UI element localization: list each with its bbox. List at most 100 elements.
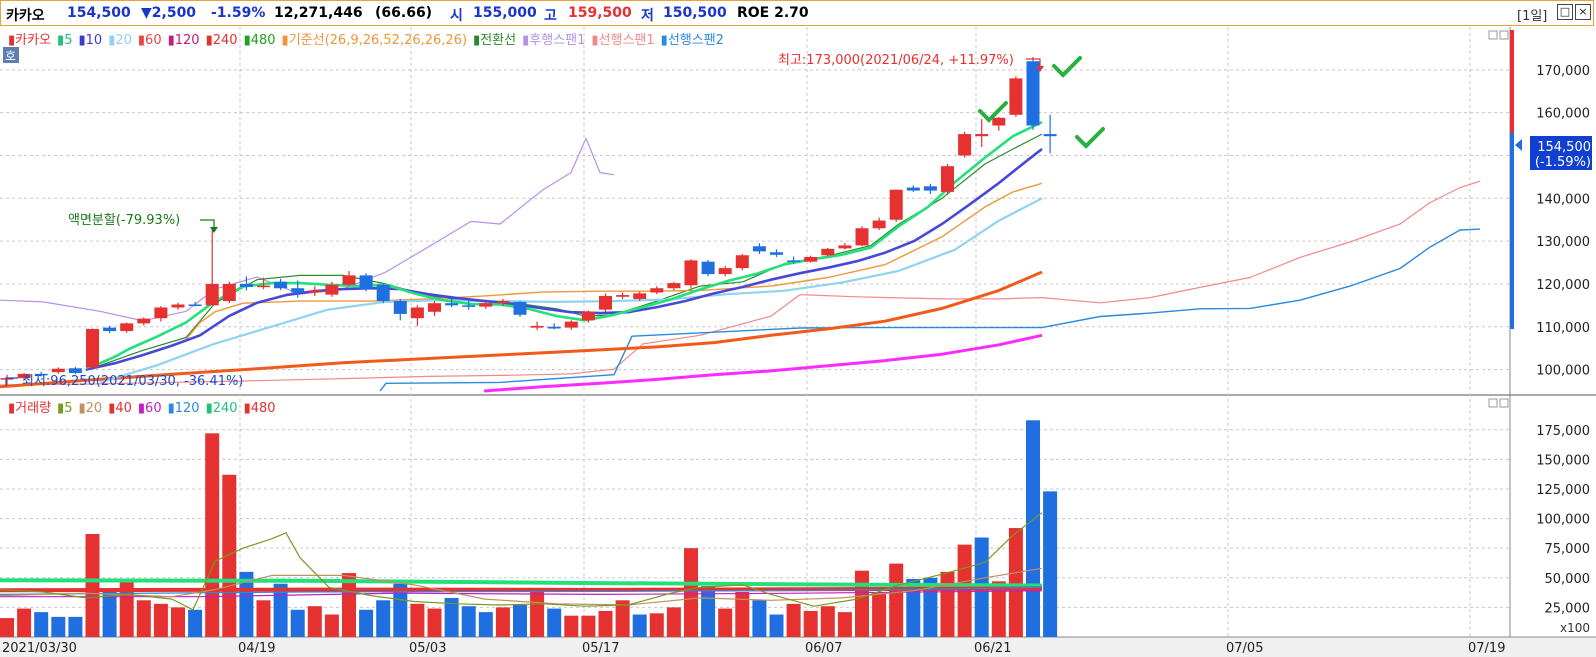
candle-body [342,275,356,285]
legend-marker: ▮ [282,33,289,48]
volume-bar [376,600,391,637]
candle-body [855,228,869,246]
volume-bar [85,533,100,637]
open-price: 155,000 [473,5,537,21]
legend-marker: ▮ [57,33,64,48]
panel-minimize-icon[interactable] [1488,398,1498,408]
candle-body [239,283,253,287]
split-annotation-pointer [200,219,215,230]
volume-bar [171,607,185,637]
candle-body [581,311,595,321]
volume-bar [273,583,288,637]
volume-bar [290,609,305,637]
candle-body [821,248,835,256]
volume-bar [752,600,767,637]
window-buttons: □ × [1555,4,1591,20]
legend-marker: ▮ [206,33,213,48]
volume-tick-label: 100,000 [1536,513,1590,528]
legend-marker: ▮ [108,33,115,48]
volume-bar [666,607,681,637]
legend-marker: ▮ [591,33,598,48]
candle-body [872,220,886,229]
legend-entry: 240 [213,33,238,48]
volume-tick-label: 175,000 [1536,424,1590,439]
ma20-line [99,197,1043,384]
panel-close-icon[interactable] [1499,398,1509,408]
candle-body [120,323,134,332]
candle-body [616,295,630,297]
legend-entry: 카카오 [15,33,51,48]
volume-bar [410,603,425,637]
candle-body [496,301,510,304]
volume-bar [615,600,630,637]
candle-body [547,326,561,329]
ma240-line [0,270,1043,389]
volume-bar [136,600,151,637]
period-selector[interactable]: [1일] [1517,9,1548,24]
legend-marker: ▮ [78,401,85,416]
candle-body [1026,61,1040,126]
date-tick-label: 05/17 [582,641,619,656]
volume-bar [803,610,818,637]
volume-bar [684,548,698,637]
panel-minimize-icon[interactable] [1488,30,1498,40]
volume-bar [17,608,32,637]
volume-bar [923,577,938,637]
check-mark-icon [978,101,1008,123]
volume-bar [68,616,83,637]
volume-bar [393,583,408,637]
price-tick-label: 170,000 [1536,64,1590,79]
check-mark-icon [1075,127,1105,149]
date-tick-label: 07/05 [1226,641,1263,656]
candle-body [752,246,766,252]
current-price-box-value: 154,500 [1537,140,1591,155]
volume-tick-label: 50,000 [1545,572,1591,587]
legend-marker: ▮ [168,33,175,48]
legend-marker: ▮ [108,401,115,416]
candle-body [308,290,322,293]
legend-marker: ▮ [138,401,145,416]
close-icon[interactable]: × [1575,4,1591,20]
current-price-pointer-icon [1515,139,1522,151]
legend-entry: 480 [251,401,276,416]
candle-body [787,260,801,262]
volume-bar [427,608,442,637]
split-annotation: 액면분할(-79.93%) [68,213,180,228]
price-tick-label: 110,000 [1536,321,1590,336]
candle-body [906,187,920,191]
volume-bar [906,578,921,637]
open-label: 시 [450,8,463,24]
high-price: 159,500 [568,5,632,21]
legend-entry: 60 [145,401,162,416]
legend-entry: 5 [64,401,72,416]
side-tag[interactable]: 호 [5,49,16,63]
legend-marker: ▮ [57,401,64,416]
stock-name: 카카오 [6,8,45,24]
candle-body [530,325,544,328]
legend-entry: 120 [175,33,200,48]
volume-tick-label: 25,000 [1545,601,1591,616]
volume-bar [855,570,869,637]
volume-ma20-line [0,567,1043,606]
maximize-icon[interactable]: □ [1557,4,1573,20]
legend-entry: 240 [213,401,238,416]
legend-marker: ▮ [138,33,145,48]
candle-body [154,307,168,319]
volume-bar [34,612,49,637]
volume-bar [102,589,117,637]
volume-ratio: (66.66) [375,5,433,21]
candle-body [718,268,732,275]
candle-body [445,303,459,306]
volume-bar [153,603,168,637]
panel-close-icon[interactable] [1499,30,1509,40]
date-tick-label: 06/21 [974,641,1011,656]
side-tag-box[interactable] [3,47,19,63]
volume-bar [0,618,14,637]
candle-body [410,307,424,319]
candle-body [171,304,185,308]
volume-bar [940,571,955,637]
ma60-line [185,182,1043,341]
volume-tick-label: 125,000 [1536,483,1590,498]
trade-volume: 12,271,446 [274,5,363,21]
price-tick-label: 160,000 [1536,107,1590,122]
